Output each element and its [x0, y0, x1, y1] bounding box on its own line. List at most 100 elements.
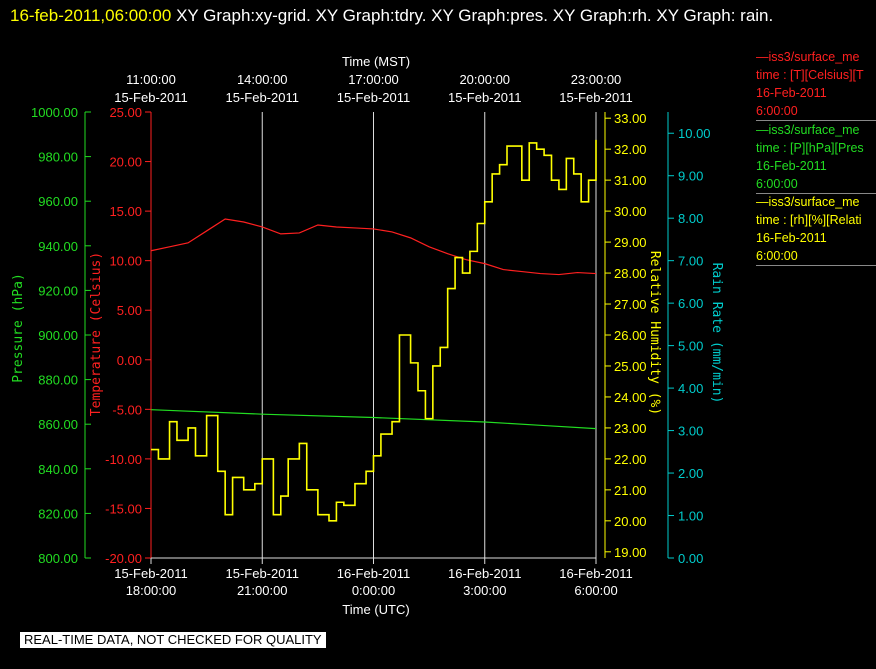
header-timestamp: 16-feb-2011,06:00:00: [10, 6, 172, 25]
top-tick-date: 15-Feb-2011: [448, 90, 521, 105]
legend-label: —iss3/surface_me: [756, 195, 860, 209]
bottom-axis-ticks: 15-Feb-2011 18:00:00 15-Feb-2011 21:00:00 16…: [114, 558, 633, 598]
page-header: 16-feb-2011,06:00:00 XY Graph:xy-grid. X…: [10, 2, 860, 30]
rain-tick-label: 0.00: [678, 551, 703, 566]
legend-temperature: —iss3/surface_me time : [T][Celsius][T 1…: [756, 48, 876, 121]
legend-time: 6:00:00: [756, 249, 798, 263]
humidity-axis: 19.00 20.00 21.00 22.00 23.00 24.00 25.00 26.00…: [604, 111, 647, 560]
humidity-tick-label: 22.00: [614, 452, 647, 467]
humidity-tick-label: 29.00: [614, 235, 647, 250]
humidity-tick-label: 30.00: [614, 204, 647, 219]
rain-tick-label: 1.00: [678, 509, 703, 524]
humidity-axis-label: Relative Humidity (%): [647, 251, 662, 415]
top-tick-date: 15-Feb-2011: [559, 90, 632, 105]
pressure-tick-label: 880.00: [38, 373, 78, 388]
pressure-tick-label: 960.00: [38, 194, 78, 209]
top-axis-ticks: 11:00:00 15-Feb-2011 14:00:00 15-Feb-2011 17…: [114, 72, 632, 105]
temperature-tick-label: -20.00: [105, 551, 142, 566]
temperature-tick-label: -15.00: [105, 501, 142, 516]
bottom-tick-date: 16-Feb-2011: [559, 566, 632, 581]
temperature-tick-label: 25.00: [109, 105, 142, 120]
bottom-tick-date: 16-Feb-2011: [337, 566, 410, 581]
bottom-axis-label: Time (UTC): [342, 602, 409, 617]
pressure-tick-label: 900.00: [38, 328, 78, 343]
humidity-tick-label: 31.00: [614, 173, 647, 188]
pressure-tick-label: 800.00: [38, 551, 78, 566]
pressure-axis: 800.00 820.00 840.00 860.00 880.00 900.00 920.…: [31, 105, 91, 566]
header-title: XY Graph:xy-grid. XY Graph:tdry. XY Grap…: [176, 6, 774, 25]
humidity-tick-label: 19.00: [614, 545, 647, 560]
pressure-tick-label: 920.00: [38, 283, 78, 298]
pressure-tick-label: 840.00: [38, 462, 78, 477]
legend-units: time : [rh][%][Relati: [756, 213, 862, 227]
legend-date: 16-Feb-2011: [756, 159, 827, 173]
humidity-tick-label: 21.00: [614, 483, 647, 498]
humidity-tick-label: 32.00: [614, 142, 647, 157]
bottom-tick-date: 16-Feb-2011: [448, 566, 521, 581]
legend-time: 6:00:00: [756, 177, 798, 191]
pressure-tick-label: 820.00: [38, 506, 78, 521]
legend-label: —iss3/surface_me: [756, 123, 860, 137]
rain-tick-label: 8.00: [678, 211, 703, 226]
series-layer: [150, 139, 597, 522]
top-axis-label: Time (MST): [342, 54, 410, 69]
humidity-tick-label: 24.00: [614, 390, 647, 405]
temperature-axis: -20.00 -15.00 -10.00 -5.00 0.00 5.00 10.00 15.0…: [105, 105, 151, 566]
humidity-tick-label: 20.00: [614, 514, 647, 529]
bottom-tick-time: 3:00:00: [463, 583, 506, 598]
legend-humidity: —iss3/surface_me time : [rh][%][Relati 1…: [756, 193, 876, 266]
humidity-tick-label: 27.00: [614, 297, 647, 312]
legend-date: 16-Feb-2011: [756, 86, 827, 100]
rain-tick-label: 2.00: [678, 466, 703, 481]
bottom-tick-time: 21:00:00: [237, 583, 288, 598]
humidity-tick-label: 23.00: [614, 421, 647, 436]
humidity-tick-label: 25.00: [614, 359, 647, 374]
pressure-tick-label: 980.00: [38, 150, 78, 165]
bottom-tick-time: 18:00:00: [126, 583, 177, 598]
pressure-tick-label: 1000.00: [31, 105, 78, 120]
rain-tick-label: 9.00: [678, 169, 703, 184]
temperature-tick-label: 5.00: [117, 303, 142, 318]
rain-tick-label: 10.00: [678, 126, 711, 141]
bottom-tick-time: 0:00:00: [352, 583, 395, 598]
legend-pressure: —iss3/surface_me time : [P][hPa][Pres 16…: [756, 121, 876, 194]
temperature-tick-label: -10.00: [105, 452, 142, 467]
legend-time: 6:00:00: [756, 104, 798, 118]
temperature-tick-label: 15.00: [109, 204, 142, 219]
legend-units: time : [T][Celsius][T: [756, 68, 864, 82]
rain-axis: 0.00 1.00 2.00 3.00 4.00 5.00 6.00 7.00 8.00 9.00…: [667, 112, 711, 566]
top-tick-time: 20:00:00: [459, 72, 510, 87]
series-line-humidity: [151, 139, 597, 522]
temperature-axis-label: Temperature (Celsius): [89, 252, 104, 416]
temperature-tick-label: -5.00: [112, 402, 142, 417]
top-tick-time: 17:00:00: [348, 72, 399, 87]
humidity-tick-label: 28.00: [614, 266, 647, 281]
pressure-tick-label: 860.00: [38, 417, 78, 432]
top-tick-date: 15-Feb-2011: [337, 90, 410, 105]
pressure-axis-label: Pressure (hPa): [11, 273, 26, 383]
temperature-tick-label: 10.00: [109, 254, 142, 269]
top-tick-time: 14:00:00: [237, 72, 288, 87]
quality-disclaimer: REAL-TIME DATA, NOT CHECKED FOR QUALITY: [20, 632, 326, 648]
top-tick-date: 15-Feb-2011: [226, 90, 299, 105]
temperature-tick-label: 20.00: [109, 155, 142, 170]
humidity-tick-label: 26.00: [614, 328, 647, 343]
bottom-tick-date: 15-Feb-2011: [226, 566, 299, 581]
humidity-tick-label: 33.00: [614, 111, 647, 126]
series-line-pressure: [150, 409, 597, 430]
rain-tick-label: 3.00: [678, 424, 703, 439]
top-tick-date: 15-Feb-2011: [114, 90, 187, 105]
rain-axis-label: Rain Rate (mm/min): [709, 263, 724, 404]
legend-units: time : [P][hPa][Pres: [756, 141, 864, 155]
bottom-tick-date: 15-Feb-2011: [114, 566, 187, 581]
bottom-tick-time: 6:00:00: [574, 583, 617, 598]
legend-date: 16-Feb-2011: [756, 231, 827, 245]
top-tick-time: 11:00:00: [126, 72, 176, 87]
top-tick-time: 23:00:00: [571, 72, 622, 87]
series-line-temperature: [150, 218, 597, 276]
rain-tick-label: 7.00: [678, 254, 703, 269]
legend-label: —iss3/surface_me: [756, 50, 860, 64]
rain-tick-label: 4.00: [678, 381, 703, 396]
pressure-tick-label: 940.00: [38, 239, 78, 254]
